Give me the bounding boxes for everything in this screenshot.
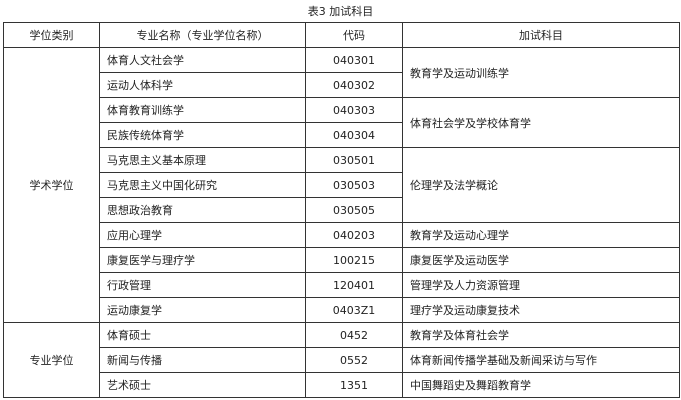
header-code: 代码 (305, 22, 403, 48)
table-row: 康复医学与理疗学 100215 康复医学及运动医学 (4, 247, 680, 273)
major-name: 体育人文社会学 (99, 47, 306, 73)
table-row: 马克思主义中国化研究 030503 (4, 172, 680, 198)
major-code: 0452 (305, 322, 403, 348)
exam-subject: 理疗学及运动康复技术 (402, 297, 680, 323)
major-name: 马克思主义基本原理 (99, 147, 306, 173)
major-code: 040304 (305, 122, 403, 148)
table-row: 体育教育训练学 040303 体育社会学及学校体育学 (4, 97, 680, 148)
major-name: 体育硕士 (99, 322, 306, 348)
major-name: 运动人体科学 (99, 72, 306, 98)
major-name: 民族传统体育学 (99, 122, 306, 148)
additional-exam-table: 学位类别 专业名称（专业学位名称） 代码 加试科目 学术学位 体育人文社会学 040… (3, 22, 680, 398)
major-code: 040302 (305, 72, 403, 98)
major-name: 康复医学与理疗学 (99, 247, 306, 273)
exam-subject: 教育学及运动训练学 (402, 47, 680, 98)
table-row: 学术学位 体育人文社会学 040301 教育学及运动训练学 (3, 47, 680, 323)
table-row: 应用心理学 040203 教育学及运动心理学 (4, 222, 680, 248)
major-name: 应用心理学 (99, 222, 306, 248)
exam-subject: 体育新闻传播学基础及新闻采访与写作 (402, 347, 680, 373)
major-code: 030503 (305, 172, 403, 198)
table-row: 专业学位 体育硕士 0452 教育学及体育社会学 (3, 322, 680, 398)
major-name: 新闻与传播 (99, 347, 306, 373)
exam-subject: 教育学及体育社会学 (402, 322, 680, 348)
exam-subject: 伦理学及法学概论 (402, 147, 680, 223)
table-row: 运动康复学 0403Z1 理疗学及运动康复技术 (4, 297, 680, 323)
major-code: 040203 (305, 222, 403, 248)
degree-category: 学术学位 (3, 47, 100, 323)
major-name: 思想政治教育 (99, 197, 306, 223)
table-title: 表3 加试科目 (307, 5, 374, 18)
table-row: 思想政治教育 030505 (4, 197, 680, 223)
major-code: 1351 (305, 372, 403, 398)
major-name: 行政管理 (99, 272, 306, 298)
header-subject: 加试科目 (402, 22, 680, 48)
exam-subject: 管理学及人力资源管理 (402, 272, 680, 298)
table-row: 马克思主义基本原理 030501 伦理学及法学概论 (4, 147, 680, 223)
degree-category: 专业学位 (3, 322, 100, 398)
major-code: 0552 (305, 347, 403, 373)
header-category: 学位类别 (3, 22, 100, 48)
major-code: 0403Z1 (305, 297, 403, 323)
major-code: 030505 (305, 197, 403, 223)
major-code: 040303 (305, 97, 403, 123)
header-row: 学位类别 专业名称（专业学位名称） 代码 加试科目 (3, 22, 680, 48)
table-row: 行政管理 120401 管理学及人力资源管理 (4, 272, 680, 298)
table-row: 新闻与传播 0552 体育新闻传播学基础及新闻采访与写作 (4, 347, 680, 373)
table-row: 运动人体科学 040302 (4, 72, 680, 98)
major-code: 040301 (305, 47, 403, 73)
exam-subject: 康复医学及运动医学 (402, 247, 680, 273)
exam-subject: 中国舞蹈史及舞蹈教育学 (402, 372, 680, 398)
major-code: 100215 (305, 247, 403, 273)
header-major: 专业名称（专业学位名称） (99, 22, 306, 48)
major-name: 体育教育训练学 (99, 97, 306, 123)
major-name: 马克思主义中国化研究 (99, 172, 306, 198)
major-name: 艺术硕士 (99, 372, 306, 398)
major-name: 运动康复学 (99, 297, 306, 323)
major-code: 030501 (305, 147, 403, 173)
table-row: 艺术硕士 1351 中国舞蹈史及舞蹈教育学 (4, 372, 680, 398)
exam-subject: 教育学及运动心理学 (402, 222, 680, 248)
exam-subject: 体育社会学及学校体育学 (402, 97, 680, 148)
major-code: 120401 (305, 272, 403, 298)
